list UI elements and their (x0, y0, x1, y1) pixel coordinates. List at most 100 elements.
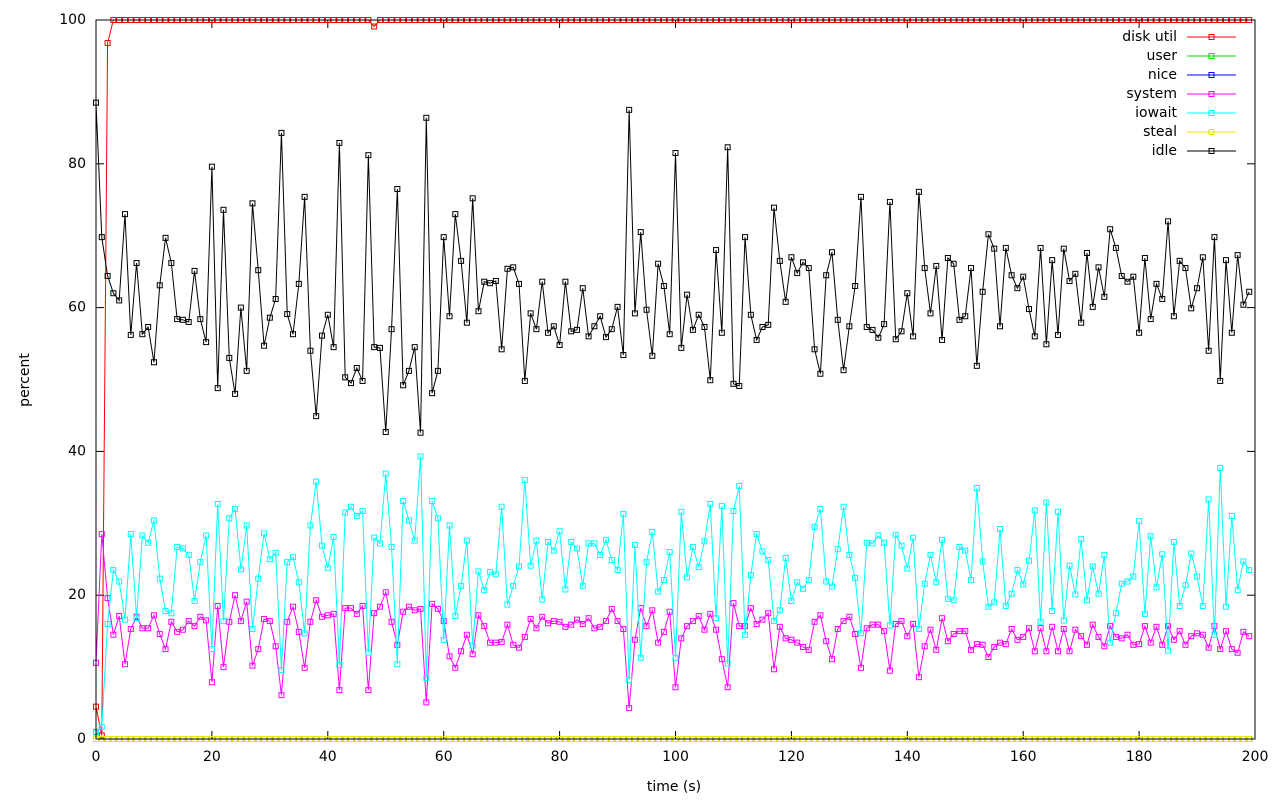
y-tick-label: 100 (59, 12, 86, 28)
point (997, 323, 1004, 330)
point (979, 288, 986, 295)
point (550, 618, 557, 625)
point (695, 564, 702, 571)
point (637, 654, 644, 661)
point (742, 234, 749, 241)
point (440, 636, 447, 643)
y-tick-label: 80 (68, 156, 86, 172)
point (255, 267, 262, 274)
point (863, 539, 870, 546)
point (1066, 277, 1073, 284)
point (220, 206, 227, 213)
point (834, 316, 841, 323)
point (533, 625, 540, 632)
point (956, 544, 963, 551)
point (249, 200, 256, 207)
point (695, 613, 702, 620)
point (411, 607, 418, 614)
point (295, 280, 302, 287)
point (1165, 647, 1172, 654)
point (214, 602, 221, 609)
point (232, 592, 239, 599)
point (950, 260, 957, 267)
point (747, 605, 754, 612)
point (939, 536, 946, 543)
point (1217, 377, 1224, 384)
point (487, 280, 494, 287)
point (359, 508, 366, 515)
point (736, 623, 743, 630)
point (678, 344, 685, 351)
point (527, 310, 534, 317)
point (568, 328, 575, 335)
point (527, 615, 534, 622)
point (573, 616, 580, 623)
point (1089, 303, 1096, 310)
point (191, 623, 198, 630)
legend-label: idle (1152, 143, 1177, 159)
point (742, 631, 749, 638)
point (232, 505, 239, 512)
point (290, 554, 297, 561)
point (915, 674, 922, 681)
point (1095, 633, 1102, 640)
point (1136, 641, 1143, 648)
point (1101, 643, 1108, 650)
point (1153, 584, 1160, 591)
point (330, 533, 337, 540)
point (869, 326, 876, 333)
x-tick-label: 0 (92, 749, 101, 765)
point (179, 316, 186, 323)
point (255, 575, 262, 582)
point (968, 646, 975, 653)
point (579, 285, 586, 292)
point (237, 304, 244, 311)
point (788, 597, 795, 604)
y-axis-title: percent (17, 353, 33, 407)
point (701, 538, 708, 545)
point (434, 605, 441, 612)
point (1228, 513, 1235, 520)
point (1037, 244, 1044, 251)
point (724, 660, 731, 667)
point (1153, 623, 1160, 630)
point (1176, 628, 1183, 635)
point (1130, 573, 1137, 580)
point (110, 290, 117, 297)
point (684, 623, 691, 630)
point (1049, 623, 1056, 630)
point (1014, 285, 1021, 292)
point (405, 517, 412, 524)
point (1199, 631, 1206, 638)
point (400, 382, 407, 389)
point (910, 534, 917, 541)
point (875, 334, 882, 341)
series (93, 453, 1253, 736)
point (655, 260, 662, 267)
point (736, 482, 743, 489)
point (713, 626, 720, 633)
point (1083, 249, 1090, 256)
point (655, 639, 662, 646)
point (892, 620, 899, 627)
point (562, 586, 569, 593)
point (1008, 590, 1015, 597)
point (881, 628, 888, 635)
point (1066, 562, 1073, 569)
point (1141, 610, 1148, 617)
legend-marker (1208, 129, 1215, 135)
point (684, 574, 691, 581)
point (886, 198, 893, 205)
point (939, 615, 946, 622)
point (1002, 602, 1009, 609)
point (898, 618, 905, 625)
point (602, 334, 609, 341)
legend-label: system (1126, 86, 1177, 102)
point (991, 245, 998, 252)
point (98, 531, 105, 538)
point (1234, 649, 1241, 656)
point (121, 211, 128, 218)
point (585, 540, 592, 547)
point (620, 625, 627, 632)
point (608, 326, 615, 333)
